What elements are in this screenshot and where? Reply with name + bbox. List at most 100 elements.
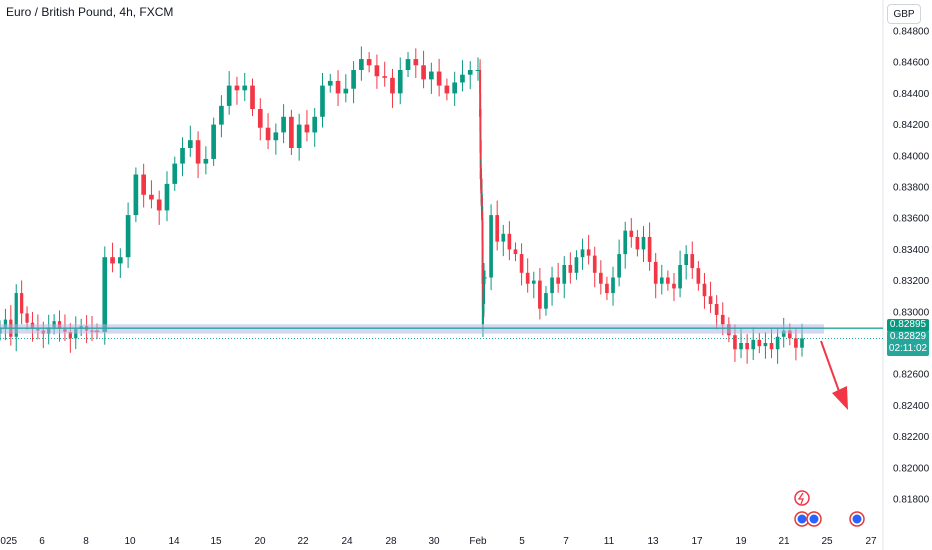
support-zone[interactable] — [0, 324, 824, 334]
candle-body — [794, 338, 798, 348]
candle-body — [180, 148, 185, 164]
y-tick-label: 0.82400 — [893, 401, 930, 412]
y-tick-label: 0.84000 — [893, 151, 930, 162]
candle-body — [501, 233, 506, 242]
y-tick-label: 0.83000 — [893, 307, 930, 318]
candle-body — [489, 215, 493, 278]
x-tick-label: 19 — [735, 536, 747, 547]
candle-body — [156, 199, 162, 211]
candle-body — [538, 280, 542, 309]
candle-body — [605, 283, 609, 294]
currency-button[interactable]: GBP — [887, 4, 921, 24]
candle-body — [690, 254, 695, 269]
x-tick-label: 7 — [563, 536, 569, 547]
candle-body — [659, 277, 664, 284]
x-tick-label: 22 — [297, 536, 309, 547]
economic-event-flag-icon — [797, 514, 807, 524]
candle-body — [745, 343, 749, 350]
candle-body — [629, 230, 634, 237]
x-tick-label: 11 — [604, 536, 615, 547]
candle-body — [20, 293, 24, 314]
y-tick-label: 0.83200 — [893, 276, 930, 287]
candle-body — [117, 257, 123, 264]
last-price-tag: 0.82829 02:11:02 — [887, 331, 929, 356]
candle-body — [479, 109, 482, 133]
x-tick-label: 21 — [778, 536, 790, 547]
candle-body — [580, 249, 585, 258]
candle-body — [335, 80, 341, 94]
x-tick-label: 17 — [691, 536, 703, 547]
candle-body — [382, 76, 388, 78]
symbol-title[interactable]: Euro / British Pound, 4h, FXCM — [6, 5, 174, 19]
economic-event-flag-icon — [809, 514, 819, 524]
flash-bolt-icon — [797, 492, 804, 505]
x-tick-label: 20 — [254, 536, 266, 547]
projection-arrow-head[interactable] — [832, 386, 848, 410]
candle-body — [304, 124, 310, 133]
candle-body — [635, 236, 640, 250]
candle-body — [226, 85, 232, 106]
line-price-tag: 0.82895 — [887, 319, 929, 332]
x-tick-label: 25 — [821, 536, 833, 547]
y-tick-label: 0.84200 — [893, 120, 930, 131]
candle-body — [467, 70, 473, 75]
candle-body — [234, 85, 240, 91]
x-tick-label: 5 — [519, 536, 525, 547]
candle-body — [562, 265, 567, 284]
candle-body — [800, 338, 804, 348]
x-tick-label: 2025 — [0, 536, 18, 547]
x-tick-label: 10 — [124, 536, 136, 547]
economic-event-flag-icon — [852, 514, 862, 524]
candle-body — [775, 336, 780, 350]
candle-body — [141, 174, 146, 195]
candle-body — [586, 249, 591, 256]
candle-body — [666, 277, 670, 284]
projection-arrow-shaft[interactable] — [820, 340, 841, 395]
candle-body — [351, 70, 356, 89]
candle-body — [149, 194, 154, 200]
candle-body — [544, 293, 548, 309]
candle-body — [483, 277, 487, 279]
candle-body — [187, 140, 193, 148]
candle-body — [751, 339, 756, 350]
candle-body — [653, 261, 658, 284]
candle-body — [250, 85, 255, 109]
x-tick-label: 28 — [385, 536, 397, 547]
candle-body — [568, 265, 573, 273]
candle-body — [413, 59, 419, 66]
candle-body — [757, 339, 762, 347]
candle-body — [203, 158, 209, 164]
candle-body — [3, 319, 8, 328]
candle-body — [647, 236, 652, 262]
candle-body — [623, 230, 628, 255]
candle-body — [219, 105, 224, 125]
candle-body — [708, 296, 713, 304]
candle-body — [257, 109, 263, 128]
candle-body — [483, 277, 485, 304]
flash-event-icon[interactable] — [794, 490, 810, 506]
candle-body — [320, 85, 325, 117]
x-tick-label: 30 — [428, 536, 440, 547]
candle-body — [68, 332, 72, 339]
candle-body — [444, 85, 450, 94]
candle-body — [172, 163, 178, 184]
candle-body — [617, 254, 621, 278]
candle-body — [281, 116, 286, 133]
candle-body — [405, 59, 411, 70]
candle-body — [390, 77, 395, 94]
candle-body — [452, 82, 458, 94]
candle-body — [684, 254, 689, 265]
y-tick-label: 0.82600 — [893, 370, 930, 381]
candle-body — [739, 343, 743, 350]
candle-body — [574, 257, 579, 273]
candle-body — [696, 268, 701, 284]
y-tick-label: 0.82000 — [893, 463, 930, 474]
candle-body — [25, 313, 29, 323]
candle-body — [421, 65, 426, 80]
candle-body — [556, 277, 560, 284]
candle-body — [763, 343, 768, 347]
y-tick-label: 0.81800 — [893, 495, 930, 506]
candle-body — [513, 249, 518, 255]
